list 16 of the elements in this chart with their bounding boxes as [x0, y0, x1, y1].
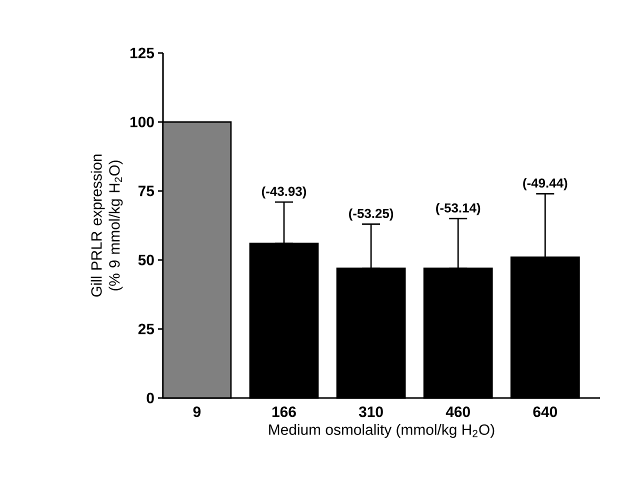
x-tick-label: 640 — [533, 406, 557, 418]
y-tick-label: 0 — [146, 392, 154, 404]
annotation: (-53.14) — [436, 203, 480, 216]
x-tick-label: 9 — [193, 406, 201, 418]
x-tick-label: 166 — [272, 406, 296, 418]
x-tick-label: 460 — [446, 406, 470, 418]
x-tick-label: 310 — [358, 406, 383, 418]
y-tick-label: 125 — [130, 48, 154, 58]
annotation: (-49.44) — [523, 178, 568, 190]
annotation: (-43.93) — [262, 186, 306, 199]
x-axis-title: Medium osmolality (mmol/kg H$_{2}$O) — [269, 424, 494, 438]
y-tick-label: 100 — [130, 116, 154, 128]
annotation: (-53.25) — [349, 208, 394, 221]
y-tick-label: 75 — [138, 186, 154, 196]
y-tick-label: 25 — [138, 324, 154, 334]
y-tick-label: 50 — [138, 254, 154, 266]
